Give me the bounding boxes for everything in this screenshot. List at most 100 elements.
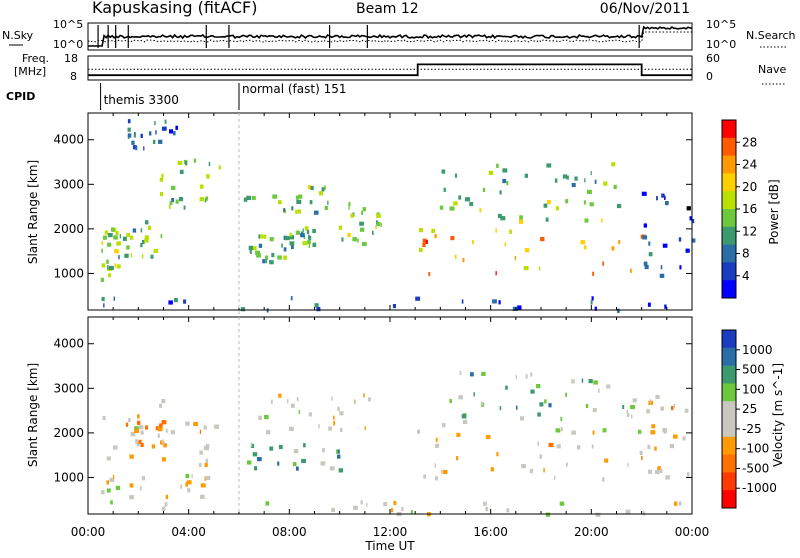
colorbar-frame xyxy=(721,329,737,509)
data-cell xyxy=(642,235,648,240)
freq-label: Freq. xyxy=(22,52,49,65)
data-cell xyxy=(283,247,287,252)
data-cell xyxy=(571,379,575,384)
data-cell xyxy=(165,494,168,499)
data-cell xyxy=(193,421,198,427)
data-cell xyxy=(277,461,280,466)
data-cell xyxy=(454,254,457,259)
data-cell xyxy=(170,430,175,435)
data-cell xyxy=(265,501,270,506)
data-cell xyxy=(425,239,428,244)
x-axis-ticks: 00:00 04:00 08:00 12:00 16:00 20:00 00:00 xyxy=(71,113,710,539)
data-cell xyxy=(134,426,139,431)
data-cell xyxy=(673,434,678,439)
data-cell xyxy=(584,178,586,183)
data-cell xyxy=(469,201,474,207)
data-cell xyxy=(161,506,166,511)
data-cell xyxy=(283,255,287,260)
data-cell xyxy=(496,163,499,168)
colorbar-segment xyxy=(722,244,736,263)
colorbar-segment xyxy=(722,490,736,509)
freq-panel: Freq. [MHz] 18 8 60 0 Nave xyxy=(14,52,786,85)
power-data-cells xyxy=(100,119,696,313)
data-cell xyxy=(663,429,667,434)
data-cell xyxy=(519,219,524,224)
data-cell xyxy=(243,197,248,202)
data-cell xyxy=(108,233,113,238)
data-cell xyxy=(265,259,268,264)
data-cell xyxy=(671,406,674,411)
data-cell xyxy=(111,227,115,232)
data-cell xyxy=(479,208,482,213)
data-cell xyxy=(295,195,299,200)
nsearch-label: N.Search xyxy=(746,29,796,42)
power-colorbar: 28 24 20 16 12 8 4 xyxy=(721,119,757,299)
data-cell xyxy=(316,307,321,312)
data-cell xyxy=(348,205,350,210)
data-cell xyxy=(361,210,363,215)
colorbar-segment xyxy=(722,191,736,210)
data-cell xyxy=(291,206,294,211)
data-cell xyxy=(588,379,593,384)
data-cell xyxy=(660,406,664,411)
data-cell xyxy=(262,259,266,264)
data-cell xyxy=(512,306,518,311)
data-cell xyxy=(482,187,486,192)
data-cell xyxy=(543,203,548,208)
nsky-frame xyxy=(87,22,693,51)
colorbar-segment xyxy=(722,436,736,456)
data-cell xyxy=(601,218,603,223)
data-cell xyxy=(495,228,497,233)
data-cell xyxy=(218,165,221,170)
data-cell xyxy=(362,207,366,212)
data-cell xyxy=(632,398,637,403)
nsky-tick-high: 10^5 xyxy=(53,18,83,31)
data-cell xyxy=(375,225,377,230)
data-cell xyxy=(630,405,635,410)
data-cell xyxy=(331,396,333,401)
data-cell xyxy=(473,392,475,397)
data-cell xyxy=(525,374,528,379)
data-cell xyxy=(591,444,594,449)
data-cell xyxy=(613,184,617,189)
data-cell xyxy=(134,428,140,433)
data-cell xyxy=(129,454,134,459)
data-cell xyxy=(125,422,129,427)
data-cell xyxy=(101,490,105,495)
data-cell xyxy=(113,296,115,301)
data-cell xyxy=(295,209,298,214)
data-cell xyxy=(685,248,690,253)
x-tick-label: 00:00 xyxy=(675,525,710,539)
data-cell xyxy=(289,241,295,246)
data-cell xyxy=(130,432,136,437)
data-cell xyxy=(540,237,545,242)
data-cell xyxy=(442,469,448,475)
data-cell xyxy=(443,187,446,192)
data-cell xyxy=(128,417,131,423)
data-cell xyxy=(175,125,178,130)
data-cell xyxy=(269,446,274,451)
data-cell xyxy=(592,430,595,435)
data-cell xyxy=(113,235,118,240)
data-cell xyxy=(206,443,210,449)
data-cell xyxy=(354,399,356,404)
data-cell xyxy=(157,427,163,432)
data-cell xyxy=(548,403,552,408)
data-cell xyxy=(199,197,205,202)
data-cell xyxy=(300,233,305,238)
data-cell xyxy=(171,198,175,203)
data-cell xyxy=(258,243,263,248)
data-cell xyxy=(383,502,388,507)
x-axis-label: Time UT xyxy=(364,539,415,553)
data-cell xyxy=(650,430,656,435)
data-cell xyxy=(678,501,682,506)
data-cell xyxy=(498,300,501,305)
colorbar-segment xyxy=(722,383,736,402)
nsearch-tick-high: 10^5 xyxy=(706,18,736,31)
velocity-y-ticks: 1000 2000 3000 4000 xyxy=(53,337,692,484)
data-cell xyxy=(602,261,604,266)
data-cell xyxy=(537,412,541,417)
data-cell xyxy=(530,372,533,377)
